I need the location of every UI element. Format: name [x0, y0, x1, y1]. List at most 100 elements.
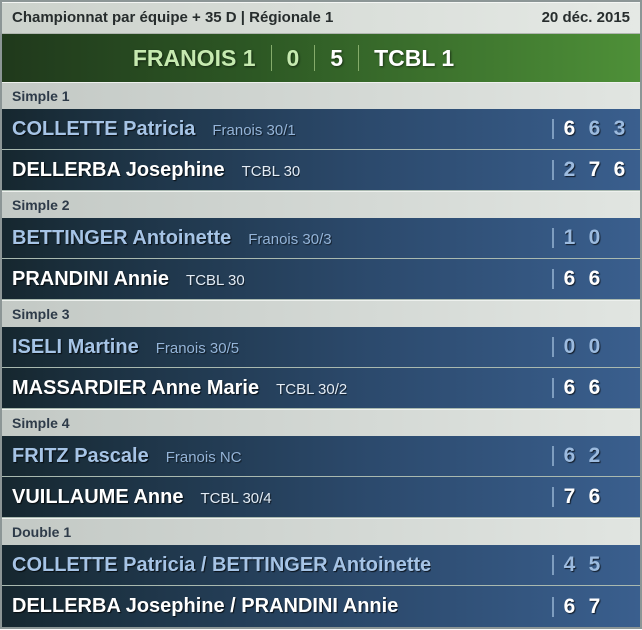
home-team-name: FRANOIS 1 [132, 44, 256, 71]
player-info: COLLETTE Patricia Franois 30/1 [2, 118, 296, 141]
player-name: PRANDINI Annie [12, 267, 170, 290]
player-club-ranking: Franois 30/3 [248, 230, 332, 248]
player-name: BETTINGER Antoinette [12, 226, 232, 249]
set-score: 6 [613, 158, 626, 181]
home-team-score: 0 [286, 44, 300, 71]
score-divider [552, 446, 554, 466]
section-label: Simple 2 [12, 197, 70, 213]
section-header: Simple 4 [2, 409, 640, 436]
match-date: 20 déc. 2015 [541, 9, 630, 26]
section-header: Double 1 [2, 518, 640, 545]
score-divider [552, 119, 554, 139]
player-info: FRITZ Pascale Franois NC [2, 445, 242, 468]
set-score: 6 [588, 376, 601, 399]
player-info: VUILLAUME Anne TCBL 30/4 [2, 486, 272, 509]
championship-header: Championnat par équipe + 35 D | Régional… [2, 2, 640, 34]
player-info: COLLETTE Patricia / BETTINGER Antoinette [2, 554, 431, 577]
player-name: DELLERBA Josephine / PRANDINI Annie [12, 595, 399, 617]
player-row[interactable]: DELLERBA Josephine TCBL 30 2 7 6 [2, 150, 640, 191]
team-score-bar: FRANOIS 1 0 5 TCBL 1 [2, 34, 640, 82]
page-title: Championnat par équipe + 35 D | Régional… [12, 9, 334, 26]
divider [358, 45, 360, 71]
player-row[interactable]: COLLETTE Patricia / BETTINGER Antoinette… [2, 545, 640, 586]
set-score: 6 [588, 267, 601, 290]
player-row[interactable]: FRITZ Pascale Franois NC 6 2 [2, 436, 640, 477]
section-label: Simple 1 [12, 88, 70, 104]
set-score: 6 [563, 594, 576, 618]
section-header: Simple 1 [2, 82, 640, 109]
section-label: Simple 3 [12, 306, 70, 322]
player-club-ranking: TCBL 30 [186, 271, 245, 289]
player-club-ranking: Franois 30/1 [212, 121, 296, 139]
section-header: Simple 3 [2, 300, 640, 327]
player-row[interactable]: MASSARDIER Anne Marie TCBL 30/2 6 6 [2, 368, 640, 409]
score-divider [552, 596, 554, 617]
section-label: Double 1 [12, 524, 72, 540]
player-name: DELLERBA Josephine [12, 158, 225, 181]
divider [270, 45, 272, 71]
player-name: COLLETTE Patricia / BETTINGER Antoinette [12, 553, 432, 576]
player-club-ranking: TCBL 30/2 [276, 380, 348, 398]
player-row[interactable]: ISELI Martine Franois 30/5 0 0 [2, 327, 640, 368]
set-score: 5 [588, 553, 601, 576]
player-info: DELLERBA Josephine TCBL 30 [2, 159, 300, 182]
player-name: COLLETTE Patricia [12, 117, 196, 140]
set-score: 6 [563, 444, 576, 467]
set-score: 2 [563, 158, 576, 181]
set-score: 7 [588, 158, 601, 181]
set-score: 6 [563, 267, 576, 290]
score-divider [552, 555, 554, 575]
set-score: 7 [563, 485, 576, 508]
set-score: 0 [588, 335, 601, 358]
player-club-ranking: Franois 30/5 [155, 339, 240, 357]
score-divider [552, 160, 554, 180]
away-team-name: TCBL 1 [374, 44, 455, 71]
set-score: 6 [588, 117, 601, 140]
section-label: Simple 4 [12, 415, 70, 431]
score-divider [552, 337, 554, 357]
set-score: 0 [588, 226, 601, 249]
set-score: 3 [613, 117, 626, 140]
player-name: MASSARDIER Anne Marie [12, 376, 260, 399]
player-row[interactable]: PRANDINI Annie TCBL 30 6 6 [2, 259, 640, 300]
player-row[interactable]: COLLETTE Patricia Franois 30/1 6 6 3 [2, 109, 640, 150]
score-divider [552, 487, 554, 507]
player-row[interactable]: VUILLAUME Anne TCBL 30/4 7 6 [2, 477, 640, 518]
player-name: ISELI Martine [12, 335, 139, 358]
player-name: VUILLAUME Anne [12, 485, 184, 508]
player-row[interactable]: DELLERBA Josephine / PRANDINI Annie 6 7 [2, 586, 640, 627]
player-info: MASSARDIER Anne Marie TCBL 30/2 [2, 377, 347, 400]
away-team-score: 5 [330, 44, 344, 71]
section-header: Simple 2 [2, 191, 640, 218]
player-club-ranking: TCBL 30/4 [200, 489, 272, 507]
player-club-ranking: Franois NC [165, 448, 242, 466]
score-divider [552, 269, 554, 289]
player-info: PRANDINI Annie TCBL 30 [2, 268, 245, 291]
player-info: BETTINGER Antoinette Franois 30/3 [2, 227, 332, 250]
divider [314, 45, 316, 71]
player-info: ISELI Martine Franois 30/5 [2, 336, 239, 359]
set-score: 2 [588, 444, 601, 467]
sections: Simple 1 COLLETTE Patricia Franois 30/1 6 6 3… [2, 82, 640, 627]
player-row[interactable]: BETTINGER Antoinette Franois 30/3 1 0 [2, 218, 640, 259]
set-score: 6 [563, 117, 576, 140]
player-name: FRITZ Pascale [12, 444, 149, 467]
set-score: 6 [588, 485, 601, 508]
player-club-ranking: TCBL 30 [241, 162, 301, 180]
set-score: 7 [588, 594, 601, 618]
set-score: 1 [563, 226, 576, 249]
score-divider [552, 378, 554, 398]
set-score: 6 [563, 376, 576, 399]
set-score: 0 [563, 335, 576, 358]
player-info: DELLERBA Josephine / PRANDINI Annie [2, 595, 398, 618]
score-divider [552, 228, 554, 248]
